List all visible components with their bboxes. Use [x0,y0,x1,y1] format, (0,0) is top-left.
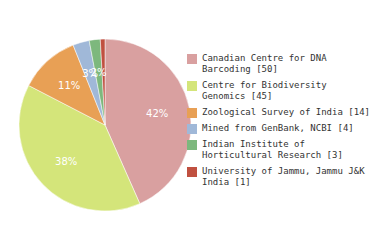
html-text:Centre for Biodiversity Genomi: Centre for Biodiversity Genomics [45] [202,79,327,101]
svg-text:11%: 11% [58,80,80,91]
html-text:University of Jammu, Jammu J&K: University of Jammu, Jammu J&K India [1] [202,165,365,187]
html-text:Zoological Survey of India [14: Zoological Survey of India [14] [202,106,370,117]
svg-text:38%: 38% [55,156,77,167]
svg-text:42%: 42% [146,108,168,119]
html-text:Mined from GenBank, NCBI [4]: Mined from GenBank, NCBI [4] [202,122,354,133]
html-text:Canadian Centre for DNA Barcod: Canadian Centre for DNA Barcoding [50] [202,52,327,74]
html-text:Indian Institute of Horticultu: Indian Institute of Horticultural Resear… [202,138,343,160]
svg-text:2%: 2% [91,67,107,78]
